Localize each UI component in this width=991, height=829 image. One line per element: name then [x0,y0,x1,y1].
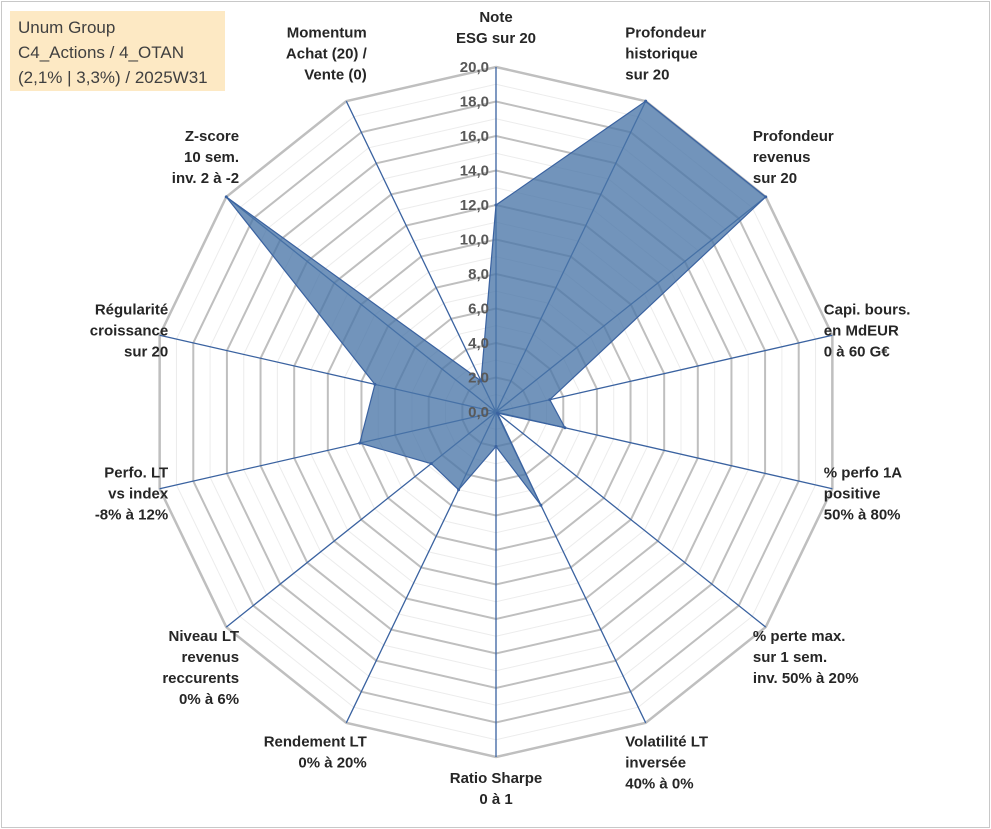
radar-axis-label-line: revenus [182,649,240,666]
radar-axis-label-line: reccurents [162,670,239,687]
radar-axis-label: Volatilité LT inversée 40% à 0% [625,734,708,793]
radar-point [457,488,461,492]
radar-point [494,203,498,207]
radar-axis-label-line: historique [625,45,698,62]
radar-axis-label: % perte max. sur 1 sem. inv. 50% à 20% [753,628,859,687]
radar-point [539,503,543,507]
radar-axis-label-line: Momentum [287,24,367,41]
radar-axis-label-line: Rendement LT [264,734,367,751]
radar-tick-label: 0,0 [468,404,489,421]
radar-axis-label: Profondeur historique sur 20 [625,24,706,83]
radar-axis-label-line: Profondeur [625,24,706,41]
radar-axis-label-line: 0 à 60 G€ [824,343,891,360]
radar-axis-label-line: 50% à 80% [824,507,901,524]
radar-axis-label-line: sur 1 sem. [753,649,827,666]
radar-axis-label: Profondeur revenus sur 20 [753,128,834,187]
radar-point [563,426,567,430]
radar-series [224,99,768,507]
radar-axis-label-line: sur 20 [625,66,669,83]
radar-axis-label-line: en MdEUR [824,322,899,339]
radar-axis-label-line: 0% à 20% [298,755,366,772]
radar-axis-label-line: Perfo. LT [104,465,168,482]
radar-axis-label-line: -8% à 12% [95,507,168,524]
radar-tick-label: 4,0 [468,335,489,352]
radar-point [495,411,499,415]
radar-point [358,441,362,445]
radar-tick-label: 6,0 [468,301,489,318]
radar-point [429,462,433,466]
info-company: Unum Group [18,18,116,37]
radar-axis-label-line: Régularité [95,301,168,318]
radar-axis-label: Niveau LT revenus reccurents 0% à 6% [162,628,239,708]
radar-axis-label-line: 40% à 0% [625,776,693,793]
radar-spoke [345,100,497,413]
radar-spoke [495,334,833,413]
radar-axis-label-line: 0% à 6% [179,691,239,708]
radar-point [373,382,377,386]
radar-axis-label-line: sur 20 [124,343,168,360]
radar-axis-label: Rendement LT 0% à 20% [264,734,367,772]
radar-axis-label-line: Capi. bours. [824,301,911,318]
radar-axis-label: Ratio Sharpe 0 à 1 [450,770,543,808]
info-category: C4_Actions / 4_OTAN [18,43,184,62]
radar-point [764,195,768,199]
radar-tick-label: 18,0 [460,94,489,111]
radar-axis-label-line: Profondeur [753,128,834,145]
radar-tick-label: 8,0 [468,266,489,283]
radar-axis-label-line: revenus [753,149,811,166]
radar-axis-label-line: % perte max. [753,628,846,645]
radar-tick-label: 16,0 [460,128,489,145]
radar-point [644,99,648,103]
radar-axis-label-line: Niveau LT [168,628,239,645]
radar-point [479,379,483,383]
radar-tick-label: 14,0 [460,163,489,180]
radar-axis-label: Z-score 10 sem. inv. 2 à -2 [172,128,239,187]
radar-spoke [495,411,767,628]
radar-point [494,445,498,448]
info-box: Unum Group C4_Actions / 4_OTAN (2,1% | 3… [10,11,225,91]
radar-axis-label: Capi. bours. en MdEUR 0 à 60 G€ [824,301,911,360]
radar-axis-label-line: % perfo 1A [824,465,903,482]
radar-point [548,398,552,402]
radar-axis-labels: Note ESG sur 20 Profondeur historique sur 20… [90,9,911,808]
radar-tick-label: 10,0 [460,232,489,249]
radar-axis-label-line: Z-score [185,128,239,145]
radar-axis-label-line: croissance [90,322,168,339]
radar-axis-label: Perfo. LT vs index -8% à 12% [95,465,169,524]
radar-tick-labels: 0,0 2,0 4,0 6,0 8,0 10,0 12,0 14,0 16,0 18,0 20,0 [460,59,489,421]
radar-axis-label-line: Ratio Sharpe [450,770,543,787]
radar-axis-label-line: Vente (0) [304,66,367,83]
radar-tick-label: 2,0 [468,370,489,387]
radar-tick-label: 12,0 [460,197,489,214]
radar-tick-label: 20,0 [460,59,489,76]
radar-axis-label-line: Note [479,9,512,26]
radar-point [224,195,228,199]
radar-axis-label-line: inv. 2 à -2 [172,170,239,187]
radar-axis-label-line: sur 20 [753,170,797,187]
info-period: (2,1% | 3,3%) / 2025W31 [18,68,208,87]
radar-axis-label-line: positive [824,486,881,503]
radar-axis-label: Note ESG sur 20 [456,9,536,47]
radar-axis-label-line: vs index [108,486,169,503]
radar-axis-label-line: inversée [625,755,686,772]
radar-axis-label: Régularité croissance sur 20 [90,301,168,360]
radar-axis-label-line: inv. 50% à 20% [753,670,859,687]
radar-axis-label-line: Achat (20) / [286,45,368,62]
radar-axis-label-line: 10 sem. [184,149,239,166]
radar-axis-label-line: Volatilité LT [625,734,708,751]
radar-axis-label-line: ESG sur 20 [456,30,536,47]
radar-axis-label: % perfo 1A positive 50% à 80% [824,465,903,524]
radar-axis-label: Momentum Achat (20) / Vente (0) [286,24,368,83]
radar-axis-label-line: 0 à 1 [479,791,512,808]
